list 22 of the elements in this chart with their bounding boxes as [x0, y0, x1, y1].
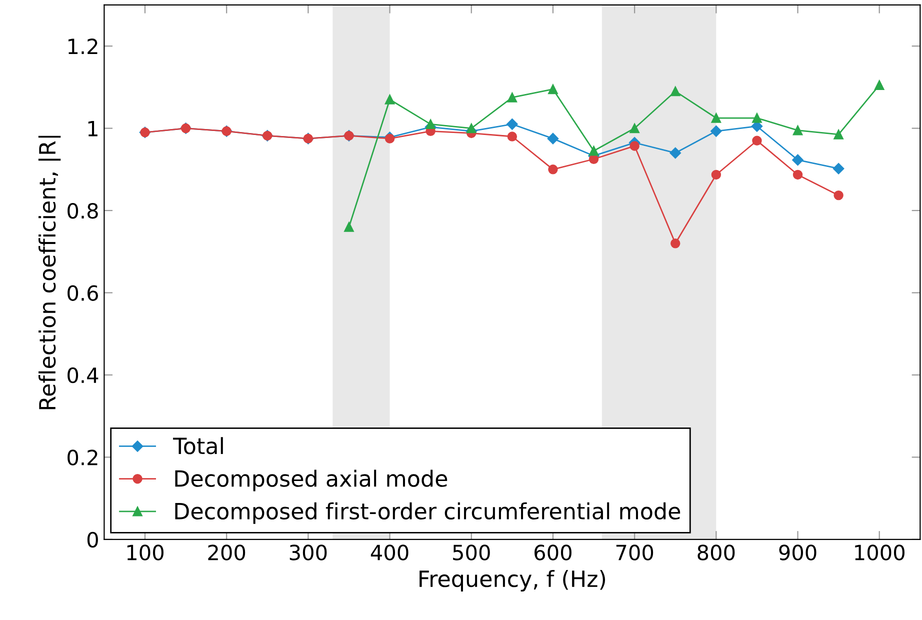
- x-tick-label: 1000: [855, 544, 904, 560]
- y-tick-label: 0.4: [68, 367, 98, 384]
- legend-label: Decomposed first-order circumferential mode: [175, 502, 680, 524]
- y-tick-label: 0: [87, 532, 98, 548]
- y-tick-label: 1.2: [68, 38, 98, 54]
- legend-label: Total: [173, 437, 223, 454]
- x-tick-label: 800: [698, 544, 735, 560]
- y-tick-label: 0.8: [68, 202, 98, 219]
- x-tick-label: 500: [453, 544, 490, 560]
- y-tick-label: 0.6: [68, 285, 98, 301]
- x-tick-label: 700: [616, 544, 654, 560]
- x-tick-label: 300: [290, 544, 327, 560]
- x-tick-label: 600: [534, 544, 572, 560]
- y-tick-label: 0.2: [68, 450, 98, 466]
- x-axis-title: Frequency, f (Hz): [420, 570, 606, 592]
- x-tick-label: 100: [127, 544, 164, 560]
- x-tick-label: 900: [779, 544, 816, 560]
- y-tick-label: 1: [88, 121, 98, 136]
- x-tick-label: 200: [208, 544, 246, 560]
- y-axis-title: Reflection coefficient, |R|: [38, 136, 61, 410]
- legend-label: Decomposed axial mode: [175, 470, 448, 492]
- x-tick-label: 400: [370, 544, 408, 560]
